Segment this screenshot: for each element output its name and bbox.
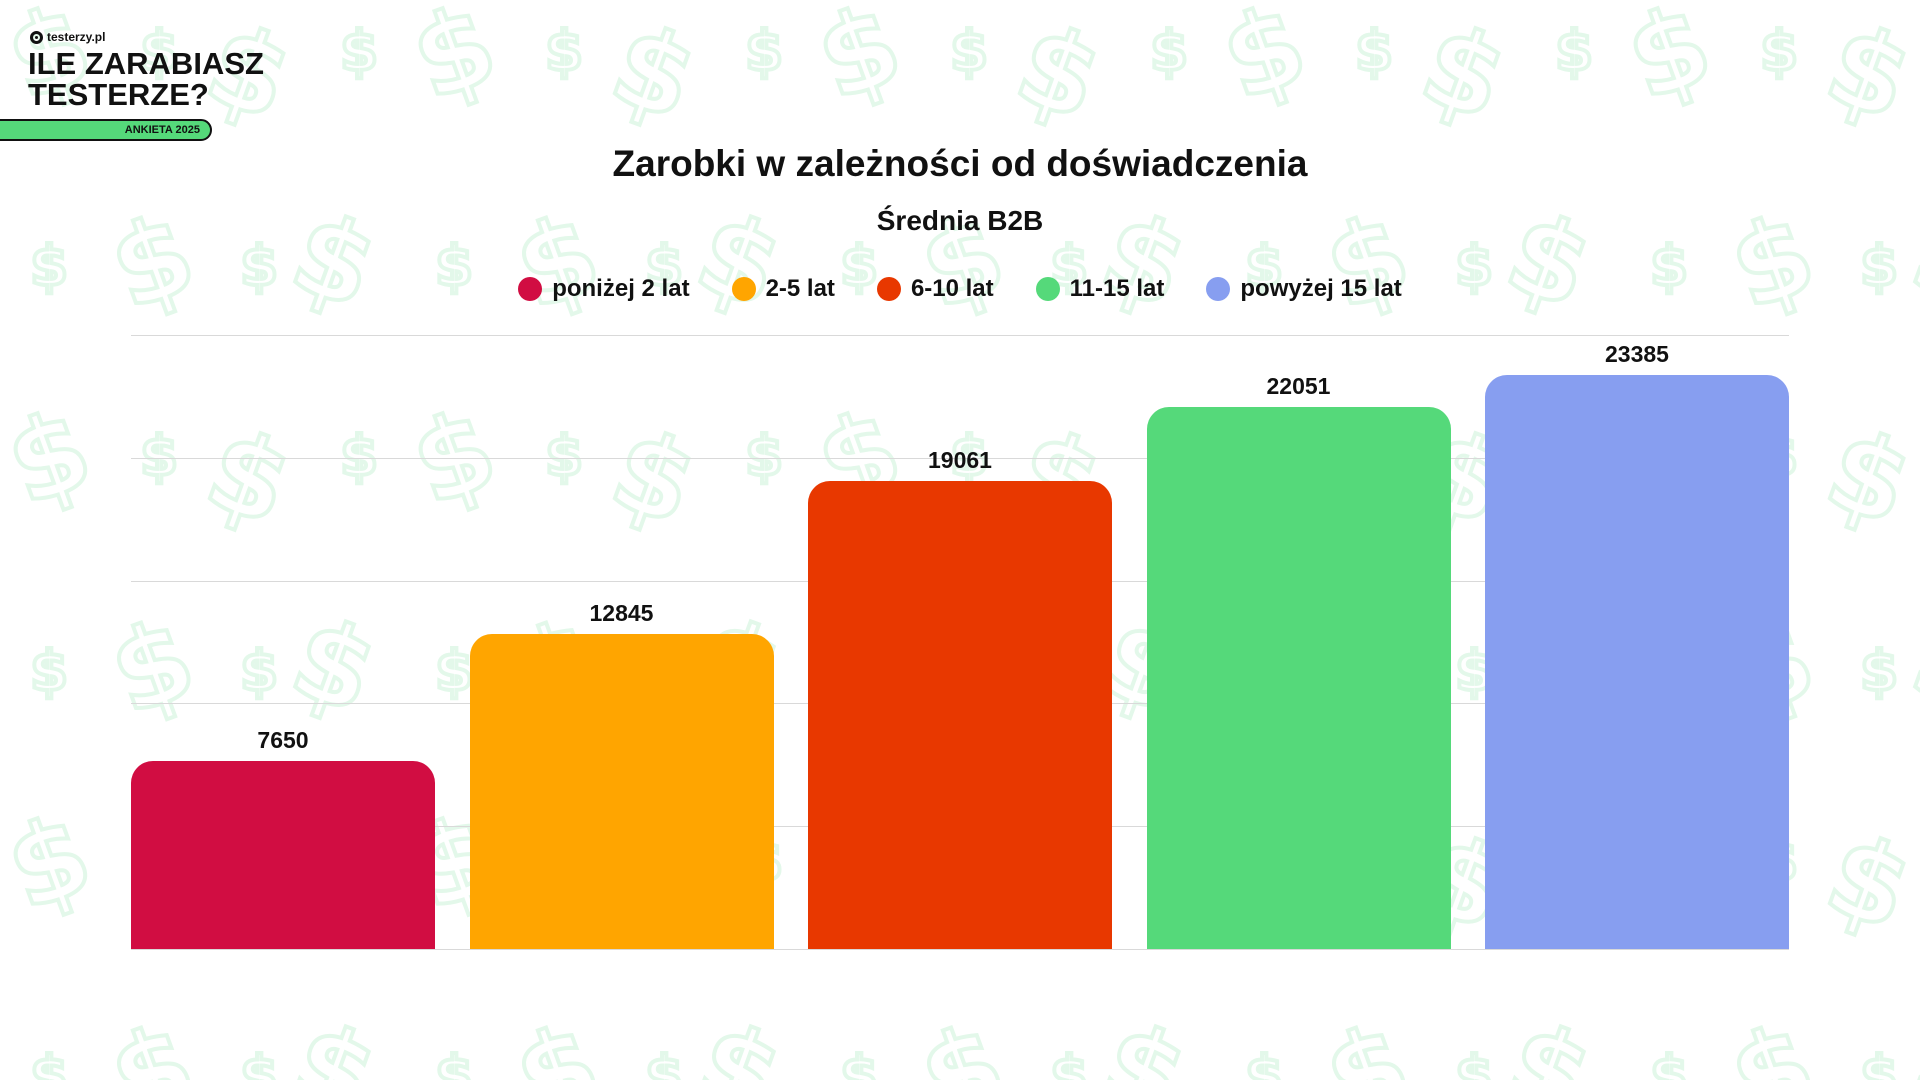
legend-label: powyżej 15 lat: [1240, 275, 1402, 302]
survey-badge: ANKIETA 2025: [0, 119, 212, 141]
bar-value-label: 7650: [257, 727, 309, 754]
chart-legend: poniżej 2 lat 2-5 lat 6-10 lat 11-15 lat…: [0, 275, 1920, 303]
legend-item: 11-15 lat: [1035, 275, 1165, 303]
headline: ILE ZARABIASZ TESTERZE?: [28, 48, 288, 110]
legend-label: poniżej 2 lat: [552, 275, 690, 302]
bar-value-label: 23385: [1605, 340, 1669, 367]
bar-3: [808, 480, 1112, 949]
legend-item: powyżej 15 lat: [1206, 275, 1402, 303]
gridline: [131, 335, 1789, 336]
chart-subtitle: Średnia B2B: [876, 205, 1044, 236]
logo-text: testerzy.pl: [47, 30, 106, 44]
bar-value-label: 19061: [928, 446, 992, 473]
bar-5: [1485, 374, 1789, 949]
testerzy-logo: testerzy.pl: [30, 30, 105, 44]
legend-item: 6-10 lat: [876, 275, 994, 303]
gridline: [131, 457, 1789, 459]
bar-4: [1146, 407, 1451, 949]
chart-title: Zarobki w zależności od doświadczenia: [612, 143, 1308, 184]
legend-dot-icon: [518, 277, 543, 301]
legend-label: 11-15 lat: [1069, 275, 1165, 302]
headline-line-2: TESTERZE?: [28, 77, 209, 112]
legend-label: 6-10 lat: [910, 275, 994, 302]
headline-line-1: ILE ZARABIASZ: [28, 46, 264, 81]
legend-dot-icon: [1206, 277, 1231, 301]
legend-dot-icon: [1035, 277, 1060, 301]
bar-1: [131, 761, 435, 949]
legend-item: 2-5 lat: [731, 275, 835, 303]
plot-area: 7650 12845 19061 22051 23385: [131, 335, 1789, 950]
bar-2: [469, 633, 774, 949]
bar-value-label: 22051: [1266, 373, 1331, 400]
bar-value-label: 12845: [589, 599, 654, 626]
legend-dot-icon: [876, 277, 901, 301]
legend-label: 2-5 lat: [765, 275, 835, 302]
logo-icon: [30, 30, 43, 44]
legend-item: poniżej 2 lat: [518, 275, 690, 303]
legend-dot-icon: [731, 277, 756, 301]
gridline: [131, 949, 1789, 950]
